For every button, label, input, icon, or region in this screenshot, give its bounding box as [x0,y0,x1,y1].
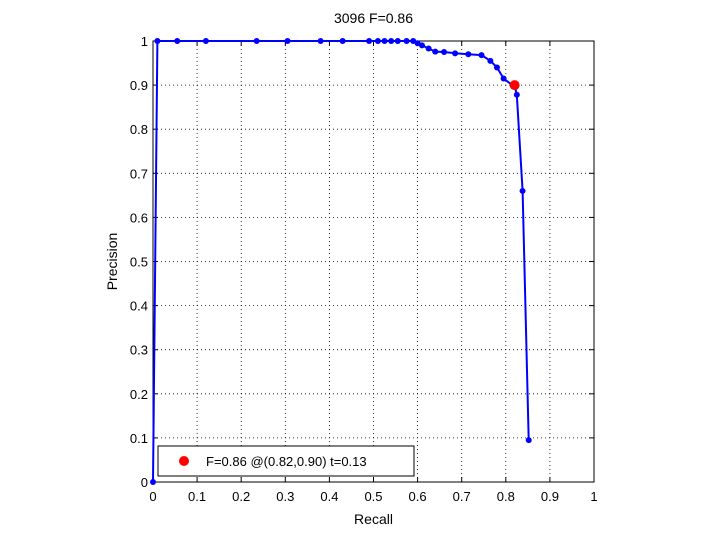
pr-curve-point [154,38,161,44]
x-tick-label: 1 [590,489,597,504]
pr-curve-point [150,479,156,485]
pr-curve-point [366,38,373,44]
x-tick-label: 0.3 [276,489,294,504]
highlight-layer [509,80,520,91]
legend-label: F=0.86 @(0.82,0.90) t=0.13 [206,454,367,469]
grid-lines [153,41,594,482]
y-tick-label: 0.5 [130,255,148,270]
pr-curve-point [500,75,507,82]
pr-curve-point [432,48,439,55]
pr-curve-point [465,51,472,58]
pr-curve-point [381,38,388,44]
y-tick-label: 0.1 [130,431,148,446]
x-tick-label: 0.8 [497,489,515,504]
best-f-point [509,80,520,91]
x-axis-title: Recall [354,511,393,527]
y-tick-label: 0.2 [130,387,148,402]
pr-curve-point [493,64,500,71]
x-tick-label: 0 [149,489,156,504]
plot-area [150,38,595,485]
x-tick-label: 0.4 [320,489,338,504]
legend: F=0.86 @(0.82,0.90) t=0.13 [157,445,415,477]
y-tick-label: 0.3 [130,343,148,358]
pr-curve-point [174,38,181,44]
pr-curve-point [374,38,381,44]
x-tick-label: 0.9 [541,489,559,504]
pr-curve-point [452,50,459,57]
pr-curve-point [339,38,346,44]
pr-curve-point [317,38,324,44]
pr-curve-point [394,38,401,44]
y-tick-label: 0.7 [130,166,148,181]
pr-curve-point [388,38,395,44]
series-layer [150,38,532,485]
x-tick-label: 0.7 [453,489,471,504]
pr-curve-point [519,187,526,194]
pr-curve-point [441,49,448,56]
chart-title: 3096 F=0.86 [334,10,413,26]
pr-curve-point [425,45,432,52]
y-tick-label: 0.6 [130,210,148,225]
x-tick-label: 0.6 [409,489,427,504]
pr-curve-point [410,38,417,44]
pr-curve-point [525,437,532,444]
y-tick-label: 0.9 [130,78,148,93]
y-tick-label: 1 [141,34,148,49]
legend-box [157,445,415,477]
pr-curve-point [478,52,485,59]
pr-curve-point [513,91,520,98]
x-tick-labels: 0 0.1 0.2 0.3 0.4 0.5 0.6 0.7 0.8 0.9 1 [149,489,597,504]
y-tick-label: 0.4 [130,299,148,314]
legend-marker-red-dot [179,456,189,466]
y-tick-label: 0 [141,475,148,490]
pr-curve-point [253,38,260,44]
x-tick-label: 0.5 [364,489,382,504]
y-axis-title: Precision [104,233,120,291]
x-tick-label: 0.2 [232,489,250,504]
pr-curve-point [284,38,291,44]
y-tick-label: 0.8 [130,122,148,137]
pr-curve-point [403,38,410,44]
y-tick-labels: 0 0.1 0.2 0.3 0.4 0.5 0.6 0.7 0.8 0.9 1 [130,34,148,490]
pr-curve-point [487,57,494,64]
pr-curve-point [202,38,209,44]
x-tick-label: 0.1 [188,489,206,504]
